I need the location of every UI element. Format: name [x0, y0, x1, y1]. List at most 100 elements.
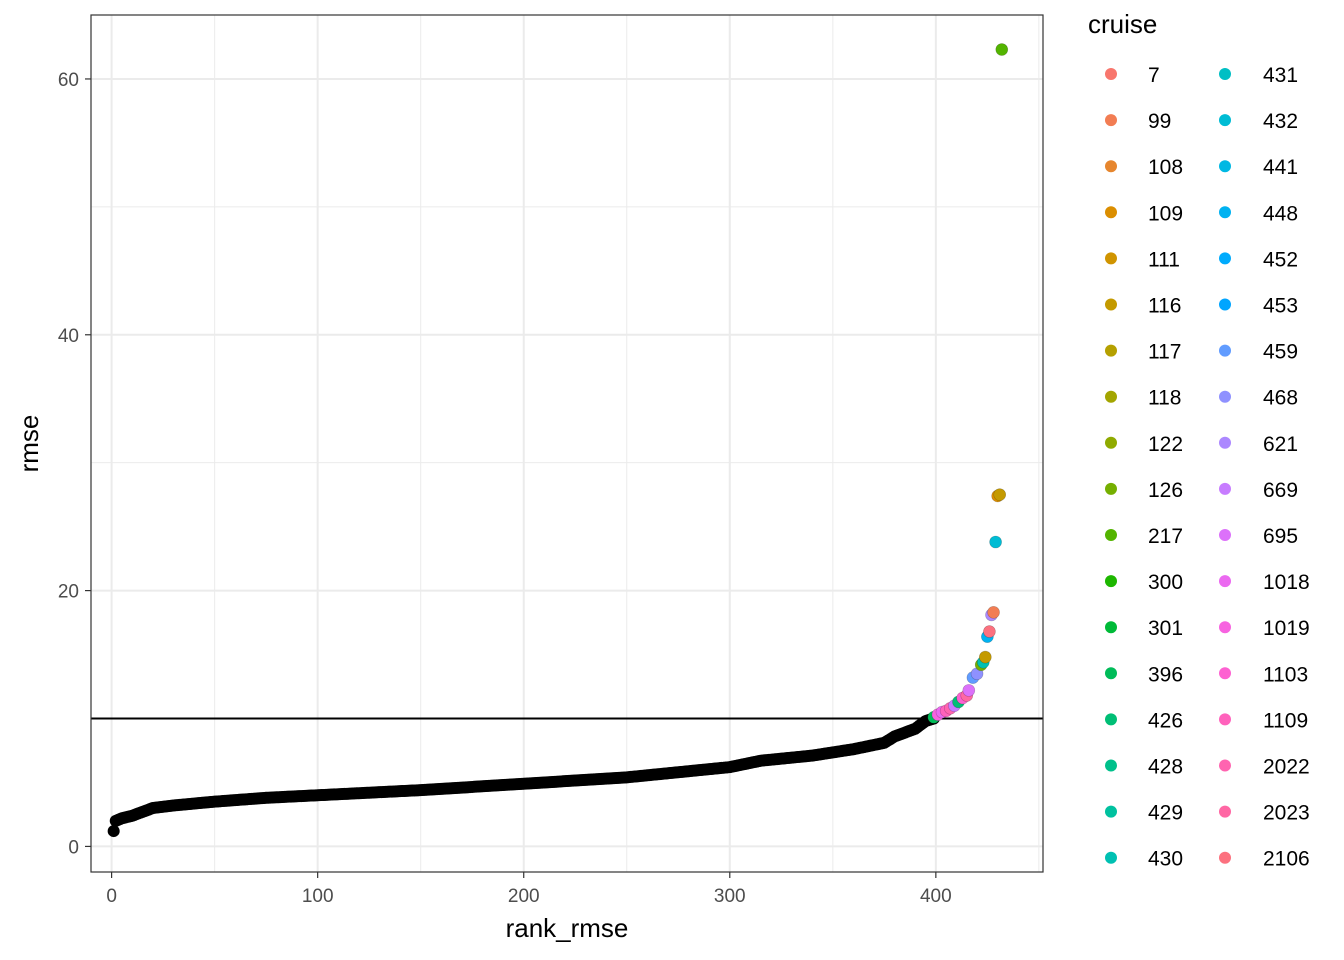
legend-key-452	[1219, 252, 1231, 265]
legend-label-1103: 1103	[1263, 663, 1308, 686]
legend-key-453	[1219, 298, 1231, 311]
legend-key-1019	[1219, 621, 1231, 634]
legend-label-459: 459	[1263, 341, 1298, 364]
legend-label-453: 453	[1263, 295, 1298, 318]
data-point-cruise-116	[979, 650, 992, 664]
x-tick-label: 400	[920, 886, 952, 907]
legend-label-99: 99	[1148, 110, 1171, 133]
tick-labels: 0 100 200 300 400 0 20 40 60	[58, 70, 952, 907]
legend-label-669: 669	[1263, 479, 1298, 502]
legend-key-2022	[1219, 759, 1231, 772]
legend-key-1103	[1219, 667, 1231, 680]
legend-label-2106: 2106	[1263, 848, 1310, 871]
grid-major	[91, 15, 1043, 872]
legend-key-1018	[1219, 575, 1231, 588]
legend-label-430: 430	[1148, 848, 1183, 871]
legend-label-431: 431	[1263, 64, 1298, 87]
legend-key-111	[1105, 252, 1117, 265]
legend-key-432	[1219, 114, 1231, 127]
legend-label-441: 441	[1263, 156, 1298, 179]
legend-key-1109	[1219, 713, 1231, 726]
legend-key-428	[1105, 759, 1117, 772]
legend-key-108	[1105, 160, 1117, 173]
legend-label-301: 301	[1148, 617, 1183, 640]
legend-key-621	[1219, 436, 1231, 449]
data-point-cruise-99	[987, 606, 1000, 619]
legend-label-448: 448	[1263, 202, 1298, 225]
legend-key-2106	[1219, 851, 1231, 864]
legend-key-301	[1105, 621, 1117, 634]
data-point-cruise-695	[962, 684, 976, 697]
x-tick-label: 0	[106, 886, 117, 907]
legend-label-2022: 2022	[1263, 756, 1310, 779]
legend-label-429: 429	[1148, 802, 1183, 825]
data-point-cruise-432	[989, 535, 1002, 549]
legend-key-217	[1105, 529, 1117, 541]
legend-label-432: 432	[1263, 110, 1298, 133]
legend-key-7	[1105, 68, 1117, 80]
legend-key-122	[1105, 436, 1117, 449]
legend-key-116	[1105, 298, 1117, 311]
plot-panel-border	[90, 14, 1044, 873]
legend-label-126: 126	[1148, 479, 1183, 502]
legend-label-300: 300	[1148, 571, 1183, 594]
legend-key-118	[1105, 390, 1117, 403]
legend-label-7: 7	[1148, 64, 1160, 87]
legend-title: cruise	[1088, 9, 1157, 39]
legend-label-1019: 1019	[1263, 617, 1310, 640]
y-tick-label: 20	[58, 582, 79, 603]
data-point-cruise-116	[993, 488, 1007, 501]
legend-key-459	[1219, 344, 1231, 357]
legend-label-695: 695	[1263, 525, 1298, 548]
x-axis-title: rank_rmse	[506, 913, 629, 943]
legend: cruise 7 99 108 109 111 116 117 118 122 126 217 300…	[1088, 9, 1310, 871]
legend-label-111: 111	[1148, 248, 1180, 271]
legend-key-695	[1219, 529, 1231, 541]
legend-label-116: 116	[1148, 295, 1181, 318]
above-threshold-points	[927, 43, 1009, 724]
legend-label-109: 109	[1148, 202, 1183, 225]
legend-label-2023: 2023	[1263, 802, 1310, 825]
y-tick-label: 40	[58, 326, 79, 347]
legend-key-117	[1105, 344, 1117, 357]
legend-label-118: 118	[1148, 387, 1181, 410]
x-tick-label: 100	[302, 886, 334, 907]
legend-label-108: 108	[1148, 156, 1183, 179]
legend-key-431	[1219, 68, 1231, 80]
y-tick-label: 0	[68, 837, 79, 858]
legend-label-621: 621	[1263, 433, 1298, 456]
axis-ticks	[85, 78, 937, 878]
legend-key-2023	[1219, 805, 1231, 818]
legend-key-109	[1105, 206, 1117, 219]
legend-label-1018: 1018	[1263, 571, 1310, 594]
x-tick-label: 200	[508, 886, 540, 907]
legend-key-126	[1105, 482, 1117, 495]
legend-key-430	[1105, 851, 1117, 864]
legend-key-448	[1219, 206, 1231, 219]
legend-label-117: 117	[1148, 341, 1181, 364]
legend-label-1109: 1109	[1263, 709, 1308, 732]
legend-key-669	[1219, 482, 1231, 495]
legend-key-441	[1219, 160, 1231, 173]
legend-key-426	[1105, 713, 1117, 726]
data-point-cruise-217	[995, 43, 1009, 56]
legend-label-426: 426	[1148, 709, 1183, 732]
legend-key-468	[1219, 390, 1231, 403]
data-point-cruise-2106	[983, 625, 996, 638]
legend-label-428: 428	[1148, 756, 1183, 779]
x-tick-label: 300	[714, 886, 746, 907]
legend-key-300	[1105, 575, 1117, 588]
below-threshold-points	[107, 712, 940, 838]
legend-key-99	[1105, 114, 1117, 127]
legend-label-452: 452	[1263, 248, 1298, 271]
legend-label-468: 468	[1263, 387, 1298, 410]
legend-label-217: 217	[1148, 525, 1183, 548]
legend-key-429	[1105, 805, 1117, 818]
legend-key-396	[1105, 667, 1117, 680]
data-point	[107, 825, 120, 838]
y-axis-title: rmse	[14, 415, 44, 473]
legend-label-396: 396	[1148, 663, 1183, 686]
y-tick-label: 60	[58, 70, 79, 91]
